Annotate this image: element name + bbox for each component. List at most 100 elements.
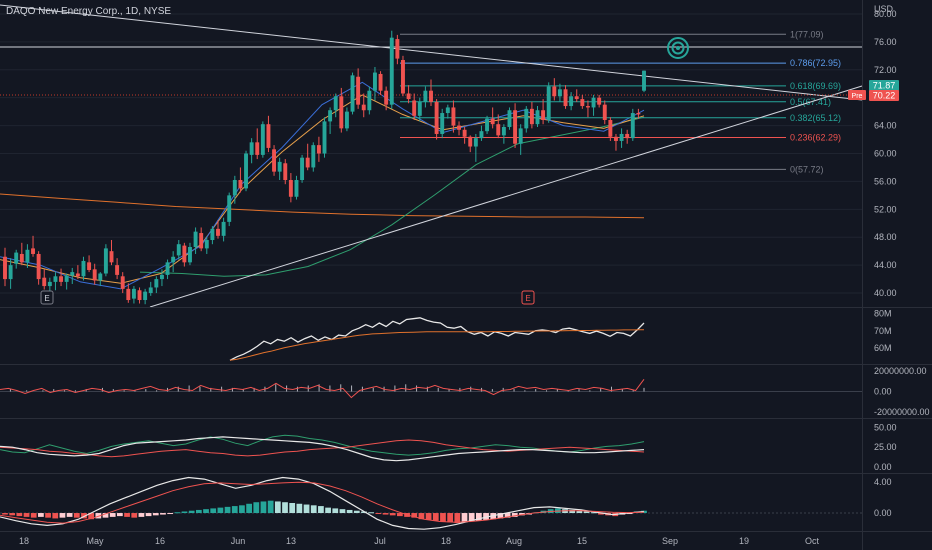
candle-body xyxy=(479,131,484,139)
macd-histogram-bar xyxy=(332,508,339,514)
candle-body xyxy=(339,96,344,129)
candle-body xyxy=(513,110,518,144)
candle-body xyxy=(636,113,641,115)
candle-body xyxy=(434,101,439,134)
candle xyxy=(165,259,170,280)
fib-level-label: 0.786(72.95) xyxy=(790,58,841,68)
candle xyxy=(602,100,607,125)
candle xyxy=(25,244,30,268)
macd-histogram-bar xyxy=(282,502,288,514)
candle xyxy=(126,283,131,303)
macd-histogram-bar xyxy=(497,513,504,519)
candle-body xyxy=(19,253,24,263)
candlesticks xyxy=(3,30,646,305)
candle-body xyxy=(154,279,159,288)
macd-histogram-bar xyxy=(30,513,37,518)
candle-body xyxy=(541,110,546,121)
macd-histogram-bar xyxy=(167,513,174,515)
candle-body xyxy=(344,111,349,129)
time-tick-label: Aug xyxy=(506,536,522,546)
candle xyxy=(182,242,187,267)
candle xyxy=(389,30,394,109)
candle xyxy=(115,258,120,280)
macd-histogram-bar xyxy=(440,513,446,522)
candle-body xyxy=(485,118,490,132)
candle xyxy=(120,272,125,294)
trendlines[interactable] xyxy=(0,4,863,308)
candle-body xyxy=(249,142,254,155)
macd-histogram-bar xyxy=(231,506,238,514)
grid-lines xyxy=(0,13,862,294)
indicator-tick-label: 60M xyxy=(874,343,892,353)
candle xyxy=(473,133,478,162)
candle-body xyxy=(614,136,618,141)
time-tick-label: 13 xyxy=(286,536,296,546)
candle-body xyxy=(546,86,551,121)
candle-body xyxy=(462,129,467,137)
indicator-line xyxy=(0,436,645,462)
candle-body xyxy=(328,110,333,122)
macd-histogram-bar xyxy=(253,502,260,514)
macd-histogram-bar xyxy=(2,513,8,515)
indicator-line xyxy=(229,329,644,361)
candle xyxy=(255,128,260,160)
candle xyxy=(148,281,153,296)
candle-body xyxy=(429,90,433,102)
macd-histogram-bar xyxy=(95,513,102,519)
candle xyxy=(367,86,372,115)
candle-body xyxy=(490,118,495,125)
candle xyxy=(501,124,506,144)
price-tick-label: 48.00 xyxy=(874,232,897,242)
candle-body xyxy=(70,272,75,276)
candle-body xyxy=(630,113,635,139)
candle-body xyxy=(255,142,260,155)
trendline-descending[interactable] xyxy=(0,4,863,101)
trendline-ascending[interactable] xyxy=(149,85,863,308)
candle-body xyxy=(171,256,176,263)
pre-market-value: 70.22 xyxy=(873,91,896,101)
candle xyxy=(417,97,422,122)
price-tick-label: 52.00 xyxy=(874,204,897,214)
candle xyxy=(316,136,321,162)
macd-histogram-bar xyxy=(368,512,375,514)
candle xyxy=(266,115,271,153)
target-icon[interactable] xyxy=(667,37,689,59)
candle xyxy=(210,226,215,245)
candle xyxy=(159,269,164,287)
macd-histogram-bar xyxy=(59,513,66,518)
indicator-tick-label: 4.00 xyxy=(874,477,892,487)
candle xyxy=(87,255,92,273)
candle xyxy=(81,256,86,281)
macd-histogram-bar xyxy=(38,513,44,517)
candle xyxy=(625,129,630,144)
macd-histogram-bar xyxy=(117,513,123,517)
earnings-icon[interactable]: E xyxy=(521,290,535,305)
candle-body xyxy=(524,108,529,129)
macd-histogram-bar xyxy=(418,513,425,520)
candle xyxy=(445,104,450,119)
candle xyxy=(272,145,277,176)
candle-body xyxy=(92,269,97,281)
candle xyxy=(300,154,305,183)
macd-histogram-bar xyxy=(274,501,281,514)
candle-body xyxy=(182,245,187,263)
macd-histogram-bar xyxy=(504,513,511,518)
candle xyxy=(451,100,456,133)
candle xyxy=(608,117,613,141)
candle xyxy=(137,287,142,304)
candle xyxy=(75,265,80,280)
candle xyxy=(249,138,254,164)
earnings-icon[interactable]: E xyxy=(40,290,54,305)
macd-histogram-bar xyxy=(339,509,346,514)
macd-histogram-bar xyxy=(45,513,51,518)
candle-body xyxy=(384,90,389,105)
indicator-tick-label: 0.00 xyxy=(874,508,892,518)
candle-body xyxy=(47,281,52,287)
time-axis[interactable]: 18 May 16 Jun 13 Jul 18 Aug 15 Sep 19 Oct xyxy=(19,536,820,546)
candle-body xyxy=(322,121,327,154)
macd-histogram-bar xyxy=(361,511,367,514)
candle xyxy=(440,108,445,139)
candle xyxy=(513,103,518,148)
macd-histogram-bar xyxy=(203,509,209,514)
